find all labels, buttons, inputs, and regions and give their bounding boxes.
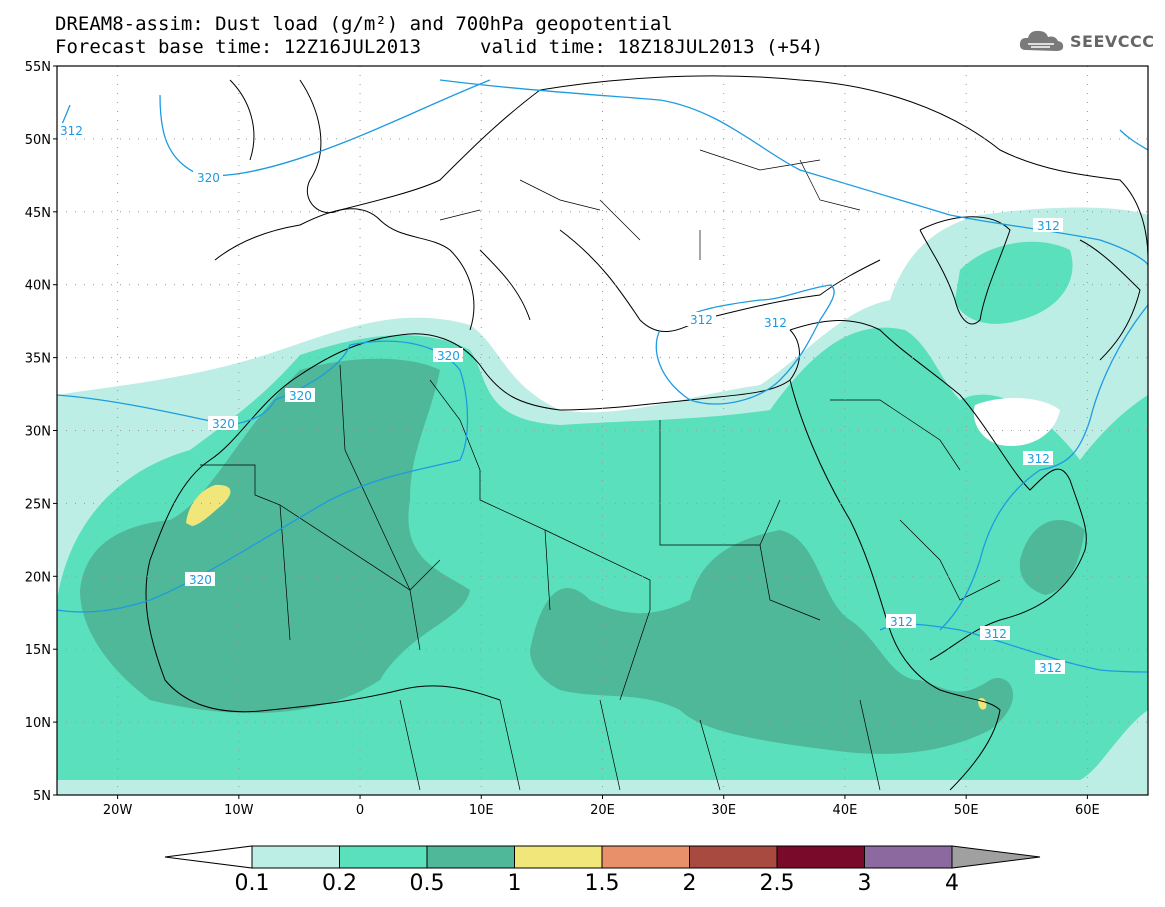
colorbar-box bbox=[689, 845, 778, 869]
latitude-label: 40N bbox=[25, 279, 51, 294]
forecast-base-time: Forecast base time: 12Z16JUL2013 bbox=[55, 36, 422, 58]
latitude-label: 25N bbox=[25, 497, 51, 512]
latitude-label: 45N bbox=[25, 206, 51, 221]
logo-text: SEEVCCC bbox=[1070, 31, 1155, 51]
colorbar-box bbox=[776, 845, 865, 869]
contour-label-group: 312 320 320 320 320 320 312 312 312 312 … bbox=[57, 123, 1065, 675]
colorbar: 0.1 0.2 0.5 1 1.5 2 2.5 3 4 bbox=[164, 845, 1041, 896]
seevccc-logo: SEEVCCC bbox=[1018, 26, 1155, 56]
contour-label: 320 bbox=[289, 389, 312, 403]
contour-label: 312 bbox=[690, 313, 713, 327]
latitude-label: 5N bbox=[33, 789, 51, 804]
longitude-label: 30E bbox=[711, 803, 736, 818]
colorbar-box bbox=[251, 845, 340, 869]
latitude-label: 55N bbox=[25, 60, 51, 75]
contour-label: 312 bbox=[984, 627, 1007, 641]
colorbar-label: 3 bbox=[858, 871, 872, 896]
colorbar-box bbox=[339, 845, 428, 869]
map-title: DREAM8-assim: Dust load (g/m²) and 700hP… bbox=[55, 13, 673, 35]
longitude-label: 20W bbox=[103, 803, 133, 818]
latitude-label: 15N bbox=[25, 643, 51, 658]
contour-label: 312 bbox=[764, 316, 787, 330]
latitude-label: 35N bbox=[25, 352, 51, 367]
longitude-label: 20E bbox=[590, 803, 615, 818]
dust-fields: 312 320 320 320 320 320 312 312 312 312 … bbox=[57, 75, 1148, 795]
colorbar-label: 4 bbox=[945, 871, 959, 896]
cloud-icon bbox=[1019, 30, 1064, 51]
colorbar-arrow-high bbox=[951, 845, 1041, 869]
axis-labels: 55N 50N 45N 40N 35N 30N 25N 20N 15N 10N 5N 20W 10W 0 1… bbox=[25, 60, 1100, 818]
country-borders bbox=[200, 149, 1001, 791]
colorbar-label: 1.5 bbox=[585, 871, 620, 896]
latitude-label: 30N bbox=[25, 425, 51, 440]
dust-band-high-west bbox=[80, 358, 470, 714]
longitude-label: 0 bbox=[356, 803, 364, 818]
coastlines bbox=[145, 75, 1148, 791]
dust-patch-caspian bbox=[955, 241, 1073, 324]
colorbar-label: 2 bbox=[683, 871, 697, 896]
dust-peak-sahara bbox=[186, 484, 231, 526]
colorbar-label: 0.2 bbox=[322, 871, 357, 896]
longitude-label: 50E bbox=[954, 803, 979, 818]
contour-label: 320 bbox=[437, 349, 460, 363]
latitude-label: 10N bbox=[25, 716, 51, 731]
contour-label: 320 bbox=[197, 171, 220, 185]
contour-label: 312 bbox=[1037, 219, 1060, 233]
colorbar-box bbox=[514, 845, 603, 869]
valid-time: valid time: 18Z18JUL2013 (+54) bbox=[480, 36, 824, 58]
contour-label: 312 bbox=[1027, 452, 1050, 466]
dust-patch-oman bbox=[1019, 520, 1085, 595]
colorbar-box bbox=[864, 845, 953, 869]
dust-band-high-east bbox=[530, 530, 1014, 754]
contour-label: 312 bbox=[890, 615, 913, 629]
colorbar-label: 0.5 bbox=[410, 871, 445, 896]
contour-label: 320 bbox=[189, 573, 212, 587]
map-frame bbox=[56, 65, 1149, 796]
colorbar-label: 2.5 bbox=[760, 871, 795, 896]
colorbar-box bbox=[601, 845, 690, 869]
longitude-label: 10W bbox=[224, 803, 254, 818]
contour-label: 320 bbox=[212, 417, 235, 431]
longitude-label: 40E bbox=[833, 803, 858, 818]
colorbar-arrow-low bbox=[164, 845, 253, 869]
contour-label: 312 bbox=[1039, 661, 1062, 675]
colorbar-label: 1 bbox=[508, 871, 522, 896]
latitude-label: 50N bbox=[25, 133, 51, 148]
clear-area-arabia bbox=[973, 398, 1060, 446]
contour-label: 312 bbox=[60, 124, 83, 138]
latitude-label: 20N bbox=[25, 570, 51, 585]
longitude-label: 60E bbox=[1075, 803, 1100, 818]
graticule bbox=[53, 65, 1148, 799]
colorbar-box bbox=[426, 845, 515, 869]
colorbar-label: 0.1 bbox=[235, 871, 270, 896]
longitude-label: 10E bbox=[469, 803, 494, 818]
